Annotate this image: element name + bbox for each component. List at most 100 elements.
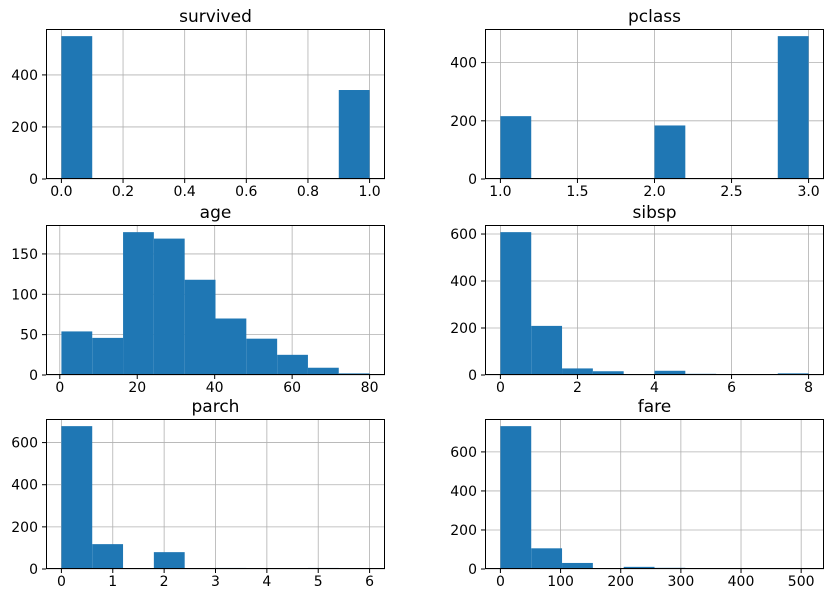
histogram-bar — [531, 325, 563, 375]
subplot-title: pclass — [628, 7, 681, 27]
x-tick-label: 6 — [365, 574, 374, 590]
x-tick-label: 6 — [727, 380, 736, 396]
y-tick-label: 400 — [11, 478, 38, 494]
histogram-bar — [246, 338, 278, 375]
histogram-bar — [61, 36, 93, 180]
x-tick-label: 2.0 — [643, 184, 665, 200]
y-tick-label: 200 — [450, 523, 477, 539]
histogram-bar — [562, 368, 593, 375]
y-tick-label: 200 — [11, 520, 38, 536]
subplot-title: sibsp — [632, 203, 677, 223]
y-tick-label: 600 — [11, 436, 38, 452]
plot-border — [46, 29, 385, 179]
subplot-age: age 0 20 40 60 80 0 50 100 150 — [11, 203, 385, 396]
x-tick-label: 200 — [607, 574, 634, 590]
x-tick-label: 0 — [55, 380, 64, 396]
y-tick-label: 200 — [450, 321, 477, 337]
histogram-bar — [92, 337, 124, 375]
y-tick-label: 50 — [20, 328, 38, 344]
subplot-fare: fare 0 100 200 300 400 500 0 200 400 600 — [450, 397, 824, 590]
subplot-title: age — [199, 203, 232, 223]
y-tick-label: 400 — [450, 56, 477, 72]
x-tick-label: 3 — [211, 574, 220, 590]
y-tick-label: 400 — [11, 68, 38, 84]
y-tick-label: 0 — [29, 368, 38, 384]
x-tick-label: 1.5 — [566, 184, 588, 200]
plot-border — [485, 225, 824, 375]
histogram-plot-pclass: 1.0 1.5 2.0 2.5 3.0 0 200 400 — [450, 29, 824, 200]
x-tick-label: 2 — [160, 574, 169, 590]
histogram-bar — [153, 238, 185, 375]
x-tick-label: 1 — [108, 574, 117, 590]
y-tick-label: 100 — [11, 287, 38, 303]
x-tick-label: 0 — [496, 574, 505, 590]
y-tick-label: 200 — [450, 114, 477, 130]
plot-border — [485, 419, 824, 569]
x-tick-label: 100 — [547, 574, 574, 590]
histogram-bar — [92, 544, 124, 569]
x-tick-label: 8 — [804, 380, 813, 396]
y-tick-label: 0 — [468, 562, 477, 578]
histogram-bar — [777, 36, 809, 180]
y-tick-label: 0 — [468, 172, 477, 188]
histogram-plot-survived: 0.0 0.2 0.4 0.6 0.8 1.0 0 200 400 — [11, 29, 385, 200]
plot-border — [485, 29, 824, 179]
histogram-bar — [61, 331, 93, 375]
histogram-bar — [654, 370, 686, 375]
subplot-pclass: pclass 1.0 1.5 2.0 2.5 3.0 0 200 400 — [450, 7, 824, 200]
histogram-bar — [215, 318, 247, 375]
histogram-plot-parch: 0 1 2 3 4 5 6 0 200 400 600 — [11, 419, 385, 590]
histogram-bar — [153, 552, 185, 569]
y-tick-label: 0 — [468, 368, 477, 384]
y-tick-label: 200 — [11, 120, 38, 136]
x-tick-label: 3.0 — [797, 184, 819, 200]
subplot-title: parch — [191, 397, 240, 417]
x-tick-label: 0 — [496, 380, 505, 396]
x-tick-label: 0.6 — [235, 184, 257, 200]
histogram-bar — [307, 367, 339, 375]
x-tick-label: 0.8 — [297, 184, 319, 200]
histogram-bar — [562, 562, 593, 569]
subplot-parch: parch 0 1 2 3 4 5 6 0 200 400 600 — [11, 397, 385, 590]
histogram-bar — [500, 426, 532, 569]
subplot-sibsp: sibsp 0 2 4 6 8 0 200 400 600 — [450, 203, 824, 396]
y-tick-label: 400 — [450, 274, 477, 290]
histogram-bar — [338, 90, 370, 179]
x-tick-label: 300 — [668, 574, 695, 590]
x-tick-label: 20 — [128, 380, 146, 396]
histogram-bar — [277, 354, 308, 375]
x-tick-label: 1.0 — [489, 184, 511, 200]
y-tick-label: 150 — [11, 247, 38, 263]
y-tick-label: 600 — [450, 445, 477, 461]
subplot-title: survived — [179, 7, 252, 27]
histogram-bar — [500, 232, 532, 375]
y-tick-label: 400 — [450, 484, 477, 500]
histogram-bar — [623, 566, 655, 569]
histogram-bar — [592, 371, 624, 375]
y-tick-label: 0 — [29, 562, 38, 578]
x-tick-label: 0.0 — [50, 184, 72, 200]
subplot-survived: survived 0.0 0.2 0.4 0.6 0.8 1.0 0 200 400 — [11, 7, 385, 200]
histogram-plot-sibsp: 0 2 4 6 8 0 200 400 600 — [450, 225, 824, 396]
histogram-bar — [654, 125, 686, 179]
plot-border — [46, 419, 385, 569]
x-tick-label: 4 — [650, 380, 659, 396]
histogram-plot-fare: 0 100 200 300 400 500 0 200 400 600 — [450, 419, 824, 590]
histogram-bar — [184, 279, 216, 375]
plot-border — [46, 225, 385, 375]
x-tick-label: 2.5 — [720, 184, 742, 200]
x-tick-label: 4 — [262, 574, 271, 590]
subplot-title: fare — [637, 397, 672, 417]
histogram-bar — [500, 116, 532, 179]
y-tick-label: 600 — [450, 227, 477, 243]
y-tick-label: 0 — [29, 172, 38, 188]
x-tick-label: 80 — [361, 380, 379, 396]
x-tick-label: 2 — [573, 380, 582, 396]
x-tick-label: 400 — [728, 574, 755, 590]
x-tick-label: 1.0 — [358, 184, 380, 200]
x-tick-label: 0 — [57, 574, 66, 590]
histogram-bar — [123, 232, 154, 375]
x-tick-label: 0.2 — [112, 184, 134, 200]
histogram-bar — [61, 426, 93, 569]
